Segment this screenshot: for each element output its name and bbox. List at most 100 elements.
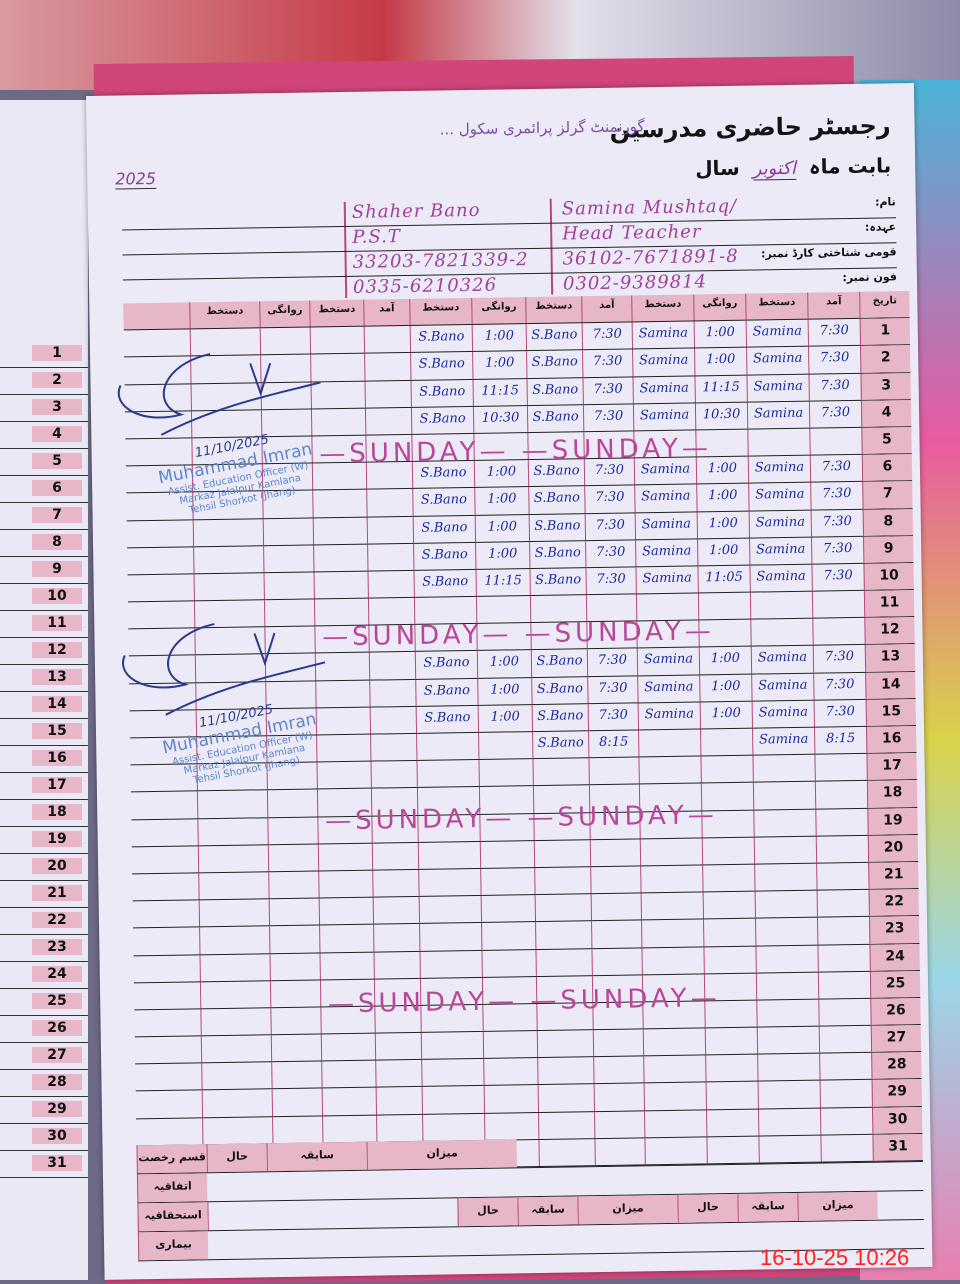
signature-cell: S.Bano	[528, 513, 586, 541]
left-page-row: 16	[0, 745, 88, 773]
signature-cell	[197, 844, 269, 873]
signature-cell: S.Bano	[413, 542, 476, 570]
signature-cell	[638, 756, 701, 784]
signature-cell: S.Bano	[410, 352, 473, 380]
time-cell	[816, 889, 869, 917]
time-cell	[588, 784, 640, 812]
signature-cell	[529, 595, 587, 623]
time-cell: 7:30	[809, 454, 863, 482]
header-cell: آمد	[581, 295, 632, 323]
time-cell	[363, 326, 411, 354]
signature-cell	[421, 1086, 485, 1114]
signature-cell: Samina	[633, 457, 697, 485]
time-cell	[484, 1112, 539, 1140]
signature-cell: S.Bano	[528, 486, 585, 514]
signature-cell	[753, 809, 816, 837]
date-cell: 24	[869, 943, 920, 971]
signature-cell: S.Bano	[531, 676, 588, 704]
left-page-row: 30	[0, 1123, 88, 1151]
signature-cell	[321, 1088, 377, 1116]
signature-cell	[640, 865, 703, 893]
signature-cell	[754, 890, 817, 918]
signature-cell	[193, 545, 264, 574]
time-cell	[481, 976, 537, 1004]
signature-cell	[536, 1030, 594, 1058]
left-page-row: 13	[0, 664, 88, 692]
time-cell	[482, 1003, 537, 1031]
designation-label: عہدہ:	[864, 220, 897, 234]
time-cell	[819, 1080, 872, 1108]
teacher-info: نام: Samina Mushtaq/ Shaher Bano عہدہ: H…	[121, 193, 898, 306]
header-cell: آمد	[807, 291, 860, 319]
signature-cell	[644, 1110, 707, 1138]
time-cell	[703, 973, 757, 1001]
time-cell	[588, 757, 639, 785]
signature-cell: Samina	[637, 702, 701, 730]
time-cell	[592, 1029, 644, 1057]
time-cell: 1:00	[476, 650, 532, 678]
signature-cell: S.Bano	[529, 568, 586, 596]
time-cell	[819, 1107, 873, 1135]
left-page-day: 19	[32, 831, 82, 847]
signature-cell	[639, 838, 703, 866]
signature-cell	[319, 924, 374, 952]
signature-cell	[200, 1008, 271, 1036]
time-cell	[369, 679, 416, 707]
time-cell	[703, 946, 756, 974]
signature-cell: S.Bano	[415, 705, 479, 733]
time-cell	[481, 922, 536, 950]
left-page-day: 28	[32, 1074, 82, 1090]
time-cell	[583, 431, 634, 459]
left-page-day: 2	[32, 372, 82, 388]
signature-cell: Samina	[634, 484, 697, 512]
register-page: رجسٹر حاضری مدرسین گورنمنٹ گرلز پرائمری …	[86, 82, 933, 1280]
time-cell	[268, 898, 320, 926]
signature-cell	[411, 433, 474, 462]
time-cell: 7:30	[584, 485, 635, 513]
signature-cell	[417, 841, 481, 869]
time-cell	[272, 1116, 323, 1144]
date-cell: 1	[859, 318, 911, 346]
left-page-row: 24	[0, 961, 88, 989]
signature-cell: S.Bano	[414, 651, 478, 679]
signature-cell	[641, 919, 704, 947]
time-cell	[700, 728, 753, 756]
time-cell: 11:15	[694, 375, 747, 403]
signature-cell	[316, 761, 371, 789]
time-cell	[269, 952, 320, 980]
time-cell: 7:30	[813, 672, 866, 700]
time-cell	[589, 811, 640, 839]
time-cell	[591, 975, 643, 1003]
time-cell	[370, 788, 418, 816]
time-cell	[814, 754, 867, 782]
time-cell	[373, 978, 421, 1006]
signature-cell: Samina	[637, 675, 700, 703]
signature-cell	[193, 573, 264, 601]
cnic-label: قومی شناختی کارڈ نمبر:	[760, 245, 897, 261]
signature-cell	[419, 977, 483, 1005]
left-page-row: 7	[0, 502, 88, 530]
time-cell	[269, 925, 320, 953]
time-cell: 1:00	[696, 511, 750, 539]
time-cell	[373, 951, 420, 979]
left-page-day: 9	[32, 561, 82, 577]
left-page-row: 11	[0, 610, 88, 638]
left-page-day: 29	[32, 1101, 82, 1117]
signature-cell	[202, 1116, 273, 1145]
signature-cell	[534, 867, 591, 895]
time-cell	[705, 1082, 758, 1110]
signature-cell: Samina	[748, 482, 811, 511]
time-cell	[375, 1060, 422, 1088]
time-cell	[375, 1087, 423, 1115]
signature-cell	[313, 571, 368, 599]
signature-cell	[201, 1062, 272, 1090]
left-page-row: 1	[0, 340, 88, 368]
signature-cell	[312, 517, 368, 545]
time-cell	[593, 1056, 644, 1084]
teacher2-name: Shaher Bano	[351, 199, 481, 223]
time-cell	[367, 597, 415, 625]
signature-cell	[749, 591, 813, 619]
signature-cell	[757, 1108, 821, 1136]
signature-cell	[419, 923, 482, 951]
signature-cell: Samina	[746, 401, 810, 429]
